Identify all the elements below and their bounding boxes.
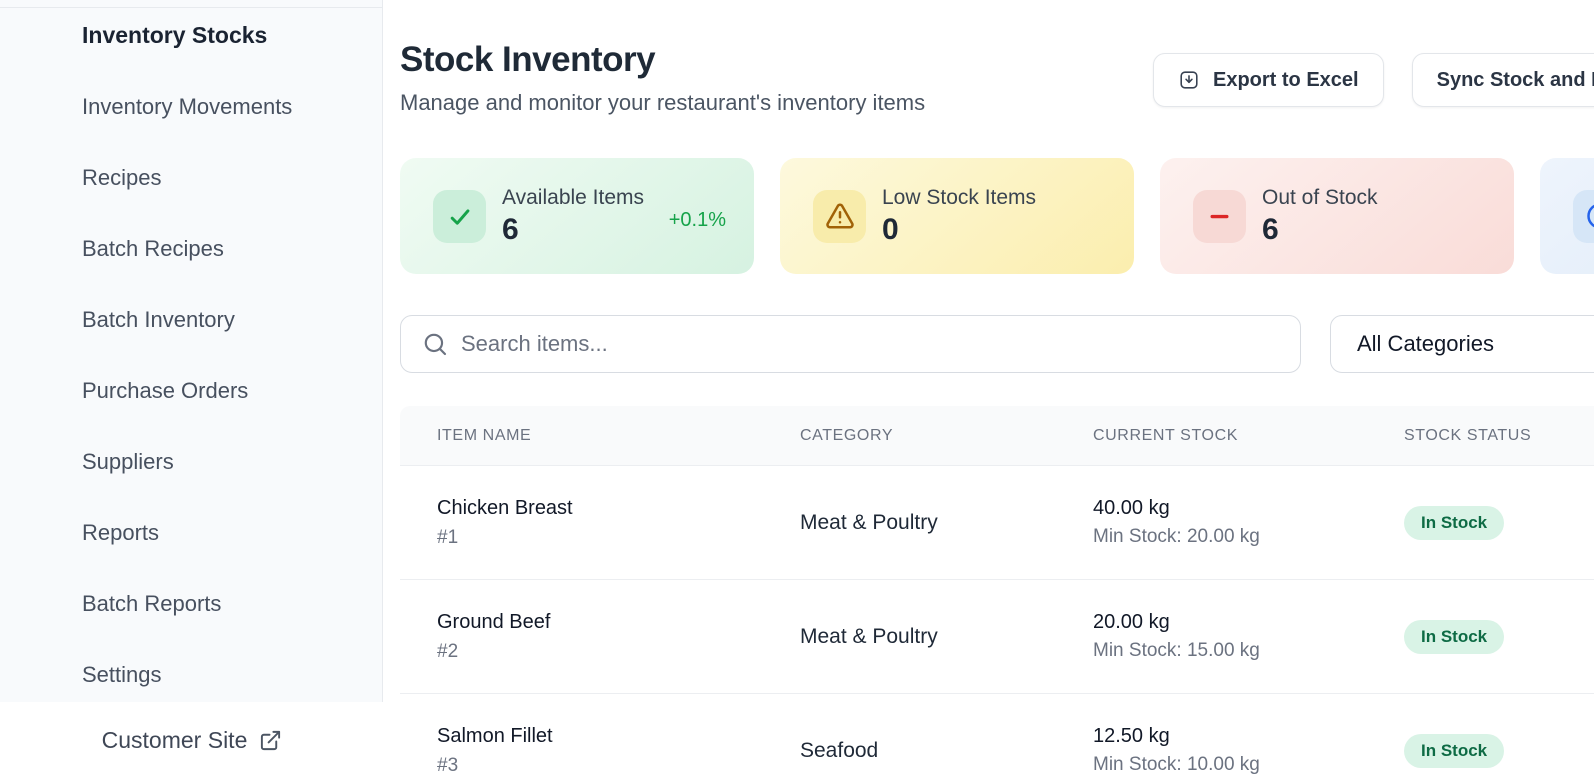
customer-site-link[interactable]: Customer Site — [102, 727, 283, 754]
stats-cards: Available Items 6 +0.1% Low Stock Items … — [400, 158, 1594, 274]
table-row: Ground Beef #2 Meat & Poultry 20.00 kg M… — [400, 579, 1594, 693]
page-header: Stock Inventory Manage and monitor your … — [400, 0, 1594, 125]
sidebar-item-inventory-movements[interactable]: Inventory Movements — [82, 93, 293, 119]
item-name-cell: Salmon Fillet #3 — [437, 725, 800, 777]
sync-stock-menu-button[interactable]: Sync Stock and Menu — [1411, 53, 1594, 107]
stat-value: 0 — [882, 212, 899, 246]
column-header-item-name: ITEM NAME — [437, 426, 532, 444]
status-cell: In Stock — [1404, 619, 1594, 654]
item-category: Meat & Poultry — [800, 510, 938, 534]
stat-label: Out of Stock — [1262, 185, 1378, 209]
sidebar-item-reports[interactable]: Reports — [82, 519, 160, 545]
main-content: Stock Inventory Manage and monitor your … — [384, 0, 1594, 778]
table-row: Salmon Fillet #3 Seafood 12.50 kg Min St… — [400, 693, 1594, 778]
stat-value: 6 — [1262, 212, 1279, 246]
stock-amount: 20.00 kg — [1093, 611, 1170, 633]
external-link-icon — [259, 729, 282, 752]
item-category: Meat & Poultry — [800, 624, 938, 648]
item-id: #1 — [437, 526, 459, 548]
stat-value: 6 — [502, 212, 519, 246]
sidebar-item-purchase-orders[interactable]: Purchase Orders — [82, 377, 249, 403]
sidebar-item-inventory-stocks[interactable]: Inventory Stocks — [82, 22, 268, 48]
current-stock-cell: 12.50 kg Min Stock: 10.00 kg — [1093, 725, 1404, 776]
category-select[interactable]: All Categories — [1330, 315, 1594, 373]
customer-site-label: Customer Site — [101, 726, 248, 753]
header-buttons: Export to Excel Sync Stock and Menu — [1153, 53, 1594, 107]
stat-card-low-stock: Low Stock Items 0 — [780, 158, 1134, 274]
stat-label: Low Stock Items — [882, 185, 1037, 209]
export-to-excel-button[interactable]: Export to Excel — [1153, 53, 1384, 107]
column-header-category: CATEGORY — [800, 426, 894, 444]
item-name: Chicken Breast — [437, 496, 573, 519]
status-badge: In Stock — [1404, 619, 1505, 654]
item-name-cell: Ground Beef #2 — [437, 611, 800, 663]
search-field — [400, 315, 1301, 373]
download-icon — [1178, 69, 1200, 91]
stock-amount: 40.00 kg — [1093, 497, 1170, 519]
check-icon — [433, 189, 486, 243]
item-id: #3 — [437, 754, 459, 776]
min-stock: Min Stock: 10.00 kg — [1093, 754, 1260, 775]
item-id: #2 — [437, 640, 459, 662]
min-stock: Min Stock: 15.00 kg — [1093, 640, 1260, 661]
item-name: Salmon Fillet — [437, 724, 553, 747]
sidebar-item-recipes[interactable]: Recipes — [82, 164, 162, 190]
sidebar-nav: Inventory Stocks Inventory Movements Rec… — [0, 0, 382, 710]
sidebar-item-batch-reports[interactable]: Batch Reports — [82, 590, 222, 616]
stat-delta: +0.1% — [668, 208, 726, 231]
current-stock-cell: 20.00 kg Min Stock: 15.00 kg — [1093, 611, 1404, 662]
export-button-label: Export to Excel — [1213, 68, 1359, 91]
column-header-stock-status: STOCK STATUS — [1404, 426, 1532, 444]
stock-amount: 12.50 kg — [1093, 725, 1170, 747]
status-badge: In Stock — [1404, 733, 1505, 768]
stat-label: Available Items — [502, 185, 645, 209]
stat-card-out-of-stock: Out of Stock 6 — [1160, 158, 1514, 274]
sidebar-footer: Customer Site — [0, 702, 384, 778]
item-category: Seafood — [800, 738, 879, 762]
inventory-table: ITEM NAME CATEGORY CURRENT STOCK STOCK S… — [400, 406, 1594, 778]
status-badge: In Stock — [1404, 505, 1505, 540]
stat-card-value — [1540, 158, 1594, 274]
item-name: Ground Beef — [437, 610, 551, 633]
item-name-cell: Chicken Breast #1 — [437, 497, 800, 549]
page-title: Stock Inventory — [400, 40, 656, 79]
filters-row: All Categories — [400, 315, 1594, 373]
stat-card-available-items: Available Items 6 +0.1% — [400, 158, 754, 274]
sidebar: Inventory Stocks Inventory Movements Rec… — [0, 0, 383, 702]
status-cell: In Stock — [1404, 505, 1594, 540]
sidebar-item-batch-recipes[interactable]: Batch Recipes — [82, 235, 224, 261]
search-input[interactable] — [400, 315, 1301, 373]
table-row: Chicken Breast #1 Meat & Poultry 40.00 k… — [400, 465, 1594, 579]
sidebar-item-suppliers[interactable]: Suppliers — [82, 448, 174, 474]
status-cell: In Stock — [1404, 733, 1594, 768]
sidebar-item-settings[interactable]: Settings — [82, 661, 162, 687]
sync-button-label: Sync Stock and Menu — [1436, 68, 1594, 91]
dollar-icon — [1573, 189, 1594, 243]
page-subtitle: Manage and monitor your restaurant's inv… — [400, 90, 926, 115]
min-stock: Min Stock: 20.00 kg — [1093, 526, 1260, 547]
warning-icon — [813, 189, 866, 243]
minus-icon — [1193, 189, 1246, 243]
table-header: ITEM NAME CATEGORY CURRENT STOCK STOCK S… — [400, 406, 1594, 465]
current-stock-cell: 40.00 kg Min Stock: 20.00 kg — [1093, 497, 1404, 548]
sidebar-item-batch-inventory[interactable]: Batch Inventory — [82, 306, 235, 332]
column-header-current-stock: CURRENT STOCK — [1093, 426, 1239, 444]
